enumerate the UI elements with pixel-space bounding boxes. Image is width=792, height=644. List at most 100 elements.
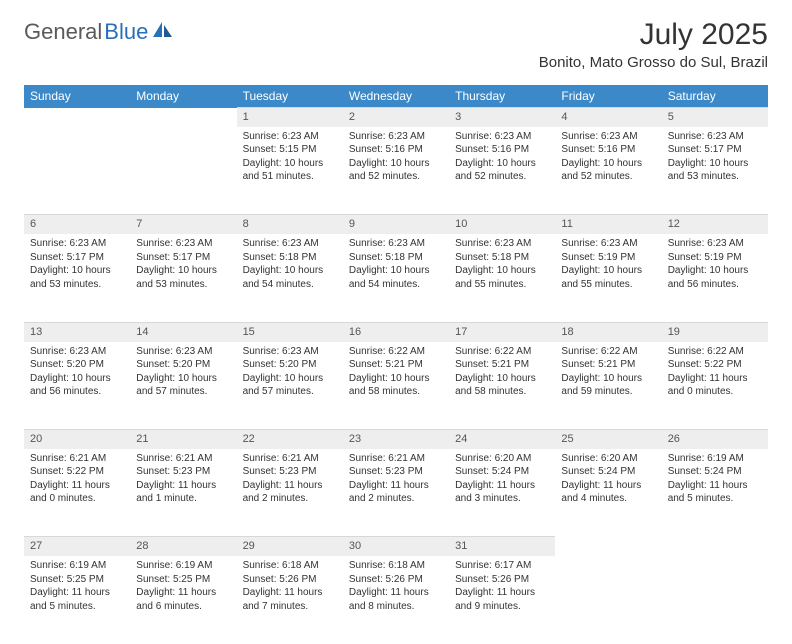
day-detail-row: Sunrise: 6:23 AMSunset: 5:20 PMDaylight:… bbox=[24, 342, 768, 430]
day-number-cell: 22 bbox=[237, 430, 343, 449]
day-number-cell: 30 bbox=[343, 537, 449, 556]
page-title: July 2025 bbox=[539, 18, 768, 52]
day-number-cell bbox=[130, 108, 236, 127]
day-number-cell: 16 bbox=[343, 322, 449, 341]
sunrise-line: Sunrise: 6:22 AM bbox=[561, 345, 655, 359]
sunrise-line: Sunrise: 6:21 AM bbox=[136, 452, 230, 466]
sunrise-line: Sunrise: 6:23 AM bbox=[561, 237, 655, 251]
day-number-cell: 4 bbox=[555, 108, 661, 127]
location-label: Bonito, Mato Grosso do Sul, Brazil bbox=[539, 54, 768, 71]
sunrise-line: Sunrise: 6:23 AM bbox=[243, 345, 337, 359]
sunset-line: Sunset: 5:18 PM bbox=[455, 251, 549, 265]
day-detail-cell bbox=[555, 556, 661, 644]
sunset-line: Sunset: 5:23 PM bbox=[349, 465, 443, 479]
day-number-cell: 17 bbox=[449, 322, 555, 341]
day-number-cell: 3 bbox=[449, 108, 555, 127]
daylight-line: Daylight: 10 hours and 53 minutes. bbox=[668, 157, 762, 184]
sunrise-line: Sunrise: 6:23 AM bbox=[136, 237, 230, 251]
daylight-line: Daylight: 11 hours and 0 minutes. bbox=[668, 372, 762, 399]
sunrise-line: Sunrise: 6:21 AM bbox=[349, 452, 443, 466]
day-number-cell: 11 bbox=[555, 215, 661, 234]
day-number-cell: 7 bbox=[130, 215, 236, 234]
daylight-line: Daylight: 10 hours and 54 minutes. bbox=[349, 264, 443, 291]
sunrise-line: Sunrise: 6:20 AM bbox=[561, 452, 655, 466]
daylight-line: Daylight: 10 hours and 59 minutes. bbox=[561, 372, 655, 399]
day-number-cell: 9 bbox=[343, 215, 449, 234]
day-number-cell bbox=[662, 537, 768, 556]
daylight-line: Daylight: 10 hours and 53 minutes. bbox=[30, 264, 124, 291]
day-detail-row: Sunrise: 6:19 AMSunset: 5:25 PMDaylight:… bbox=[24, 556, 768, 644]
day-detail-cell: Sunrise: 6:19 AMSunset: 5:25 PMDaylight:… bbox=[130, 556, 236, 644]
sunrise-line: Sunrise: 6:22 AM bbox=[455, 345, 549, 359]
daylight-line: Daylight: 11 hours and 2 minutes. bbox=[349, 479, 443, 506]
day-number-cell: 26 bbox=[662, 430, 768, 449]
day-detail-cell bbox=[662, 556, 768, 644]
weekday-header: Thursday bbox=[449, 85, 555, 108]
daylight-line: Daylight: 11 hours and 6 minutes. bbox=[136, 586, 230, 613]
sunrise-line: Sunrise: 6:18 AM bbox=[243, 559, 337, 573]
day-detail-cell: Sunrise: 6:23 AMSunset: 5:17 PMDaylight:… bbox=[24, 234, 130, 322]
day-number-cell: 25 bbox=[555, 430, 661, 449]
sunset-line: Sunset: 5:23 PM bbox=[243, 465, 337, 479]
day-number-cell: 21 bbox=[130, 430, 236, 449]
title-block: July 2025 Bonito, Mato Grosso do Sul, Br… bbox=[539, 18, 768, 71]
day-number-cell: 1 bbox=[237, 108, 343, 127]
day-number-cell: 31 bbox=[449, 537, 555, 556]
daylight-line: Daylight: 11 hours and 0 minutes. bbox=[30, 479, 124, 506]
daylight-line: Daylight: 11 hours and 5 minutes. bbox=[668, 479, 762, 506]
day-number-cell bbox=[24, 108, 130, 127]
day-detail-cell: Sunrise: 6:23 AMSunset: 5:19 PMDaylight:… bbox=[662, 234, 768, 322]
daylight-line: Daylight: 10 hours and 54 minutes. bbox=[243, 264, 337, 291]
sunrise-line: Sunrise: 6:19 AM bbox=[30, 559, 124, 573]
day-number-cell: 18 bbox=[555, 322, 661, 341]
day-number-row: 20212223242526 bbox=[24, 430, 768, 449]
sunset-line: Sunset: 5:22 PM bbox=[30, 465, 124, 479]
daylight-line: Daylight: 10 hours and 52 minutes. bbox=[349, 157, 443, 184]
day-number-cell: 2 bbox=[343, 108, 449, 127]
day-number-cell: 5 bbox=[662, 108, 768, 127]
day-detail-cell: Sunrise: 6:23 AMSunset: 5:19 PMDaylight:… bbox=[555, 234, 661, 322]
day-number-cell: 15 bbox=[237, 322, 343, 341]
sunrise-line: Sunrise: 6:23 AM bbox=[668, 237, 762, 251]
sunrise-line: Sunrise: 6:23 AM bbox=[349, 130, 443, 144]
sunset-line: Sunset: 5:20 PM bbox=[30, 358, 124, 372]
day-detail-cell: Sunrise: 6:21 AMSunset: 5:22 PMDaylight:… bbox=[24, 449, 130, 537]
daylight-line: Daylight: 11 hours and 4 minutes. bbox=[561, 479, 655, 506]
sunrise-line: Sunrise: 6:21 AM bbox=[243, 452, 337, 466]
day-detail-cell: Sunrise: 6:19 AMSunset: 5:24 PMDaylight:… bbox=[662, 449, 768, 537]
day-number-cell: 20 bbox=[24, 430, 130, 449]
day-detail-cell: Sunrise: 6:23 AMSunset: 5:18 PMDaylight:… bbox=[449, 234, 555, 322]
sunrise-line: Sunrise: 6:23 AM bbox=[30, 345, 124, 359]
sunset-line: Sunset: 5:19 PM bbox=[561, 251, 655, 265]
sunset-line: Sunset: 5:21 PM bbox=[561, 358, 655, 372]
daylight-line: Daylight: 10 hours and 55 minutes. bbox=[561, 264, 655, 291]
sunset-line: Sunset: 5:16 PM bbox=[349, 143, 443, 157]
daylight-line: Daylight: 11 hours and 7 minutes. bbox=[243, 586, 337, 613]
day-number-row: 6789101112 bbox=[24, 215, 768, 234]
weekday-header: Sunday bbox=[24, 85, 130, 108]
daylight-line: Daylight: 11 hours and 9 minutes. bbox=[455, 586, 549, 613]
daylight-line: Daylight: 10 hours and 52 minutes. bbox=[455, 157, 549, 184]
sunrise-line: Sunrise: 6:23 AM bbox=[30, 237, 124, 251]
sunset-line: Sunset: 5:15 PM bbox=[243, 143, 337, 157]
daylight-line: Daylight: 10 hours and 56 minutes. bbox=[30, 372, 124, 399]
day-number-row: 12345 bbox=[24, 108, 768, 127]
sunrise-line: Sunrise: 6:23 AM bbox=[243, 237, 337, 251]
sunrise-line: Sunrise: 6:23 AM bbox=[668, 130, 762, 144]
day-detail-cell: Sunrise: 6:17 AMSunset: 5:26 PMDaylight:… bbox=[449, 556, 555, 644]
sunrise-line: Sunrise: 6:20 AM bbox=[455, 452, 549, 466]
day-detail-cell: Sunrise: 6:23 AMSunset: 5:20 PMDaylight:… bbox=[24, 342, 130, 430]
sunset-line: Sunset: 5:17 PM bbox=[30, 251, 124, 265]
day-detail-cell: Sunrise: 6:22 AMSunset: 5:21 PMDaylight:… bbox=[343, 342, 449, 430]
day-detail-cell: Sunrise: 6:22 AMSunset: 5:22 PMDaylight:… bbox=[662, 342, 768, 430]
daylight-line: Daylight: 11 hours and 5 minutes. bbox=[30, 586, 124, 613]
day-detail-row: Sunrise: 6:23 AM Sunset: 5:15 PM Daylight:… bbox=[24, 127, 768, 215]
day-detail-cell: Sunrise: 6:18 AMSunset: 5:26 PMDaylight:… bbox=[343, 556, 449, 644]
day-number-cell: 13 bbox=[24, 322, 130, 341]
day-detail-cell: Sunrise: 6:23 AMSunset: 5:16 PMDaylight:… bbox=[555, 127, 661, 215]
sunset-line: Sunset: 5:17 PM bbox=[668, 143, 762, 157]
day-detail-cell: Sunrise: 6:21 AMSunset: 5:23 PMDaylight:… bbox=[237, 449, 343, 537]
sunrise-line: Sunrise: 6:19 AM bbox=[668, 452, 762, 466]
day-detail-cell: Sunrise: 6:22 AMSunset: 5:21 PMDaylight:… bbox=[555, 342, 661, 430]
sunrise-line: Sunrise: 6:17 AM bbox=[455, 559, 549, 573]
